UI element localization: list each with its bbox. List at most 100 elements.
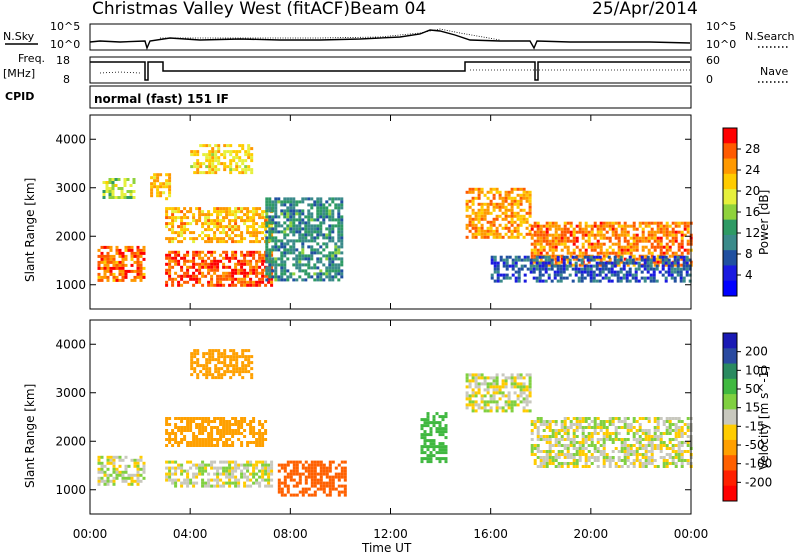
power-cell xyxy=(334,203,338,207)
velocity-cell xyxy=(237,438,241,441)
power-cell xyxy=(530,242,534,246)
velocity-cell xyxy=(213,417,217,420)
velocity-cell xyxy=(118,464,122,468)
power-cell xyxy=(171,250,175,254)
velocity-cell xyxy=(665,429,669,432)
power-cell xyxy=(201,225,205,229)
power-cell xyxy=(551,248,555,252)
velocity-data-layer xyxy=(97,349,693,497)
velocity-cell xyxy=(551,429,555,432)
velocity-cell xyxy=(602,462,606,465)
power-cell xyxy=(477,229,481,233)
power-cell xyxy=(511,273,515,277)
velocity-cell xyxy=(112,461,116,465)
power-cell xyxy=(331,209,335,213)
velocity-cell xyxy=(331,484,335,488)
velocity-cell xyxy=(477,403,481,407)
velocity-cell xyxy=(216,478,220,482)
velocity-cell xyxy=(207,441,211,444)
power-cell xyxy=(328,269,332,273)
velocity-colorbar-label: -50 xyxy=(745,438,765,452)
velocity-cell xyxy=(255,463,259,467)
power-cell xyxy=(616,279,620,283)
velocity-cell xyxy=(246,475,250,479)
power-cell xyxy=(337,215,341,219)
velocity-cell xyxy=(174,460,178,464)
velocity-band xyxy=(190,349,254,380)
power-cell xyxy=(575,230,579,234)
power-cell xyxy=(313,203,317,207)
power-cell xyxy=(598,267,602,271)
power-cell xyxy=(252,210,256,214)
power-cell xyxy=(528,205,532,209)
velocity-cell xyxy=(492,376,496,380)
power-cell xyxy=(331,278,335,282)
power-cell xyxy=(331,260,335,264)
power-cell xyxy=(286,269,290,273)
power-cell xyxy=(334,254,338,258)
power-cell xyxy=(508,264,512,268)
velocity-cell xyxy=(237,432,241,435)
velocity-cell xyxy=(441,457,445,461)
power-cell xyxy=(190,153,194,157)
power-cell xyxy=(529,264,533,268)
power-cell xyxy=(97,254,101,258)
power-cell xyxy=(121,254,125,258)
power-cell xyxy=(667,273,671,277)
velocity-cell xyxy=(551,459,555,462)
velocity-cell xyxy=(674,417,678,420)
velocity-cell xyxy=(225,438,229,441)
power-cell xyxy=(255,268,259,272)
power-cell xyxy=(270,280,274,284)
power-cell xyxy=(286,206,290,210)
velocity-cell xyxy=(590,420,594,423)
power-cell xyxy=(325,206,329,210)
power-cell xyxy=(234,210,238,214)
power-cell xyxy=(578,263,582,267)
power-cell xyxy=(337,278,341,282)
velocity-cell xyxy=(539,459,543,462)
power-colorbar-swatch xyxy=(723,250,737,266)
power-cell xyxy=(261,231,265,235)
velocity-cell xyxy=(228,469,232,473)
power-cell xyxy=(180,216,184,220)
velocity-cell xyxy=(216,466,220,470)
velocity-cell xyxy=(647,450,651,453)
velocity-cell xyxy=(237,423,241,426)
power-cell xyxy=(225,240,229,244)
nave-trace xyxy=(99,69,690,74)
velocity-cell xyxy=(557,450,561,453)
power-cell xyxy=(310,227,314,231)
velocity-cell xyxy=(426,412,430,416)
velocity-cell xyxy=(623,420,627,423)
velocity-cell xyxy=(198,426,202,429)
power-cell xyxy=(665,227,669,231)
velocity-cell xyxy=(127,482,131,486)
power-cell xyxy=(171,283,175,287)
velocity-cell xyxy=(280,481,284,485)
velocity-cell xyxy=(551,420,555,423)
power-cell xyxy=(511,261,515,265)
power-cell xyxy=(480,202,484,206)
power-cell xyxy=(292,242,296,246)
velocity-cell xyxy=(189,423,193,426)
velocity-cell xyxy=(614,417,618,420)
velocity-cell xyxy=(217,376,221,380)
power-cell xyxy=(614,227,618,231)
power-cell xyxy=(532,267,536,271)
power-cell xyxy=(283,269,287,273)
power-cell xyxy=(661,267,665,271)
power-cell xyxy=(165,253,169,257)
power-cell xyxy=(313,248,317,252)
power-cell xyxy=(526,267,530,271)
velocity-cell xyxy=(208,349,212,353)
power-cell xyxy=(150,191,154,195)
velocity-cell xyxy=(602,420,606,423)
velocity-cell xyxy=(680,435,684,438)
power-cell xyxy=(271,248,275,252)
power-cell xyxy=(635,242,639,246)
velocity-cell xyxy=(501,385,505,389)
velocity-cell xyxy=(480,406,484,410)
power-cell xyxy=(216,237,220,241)
power-cell xyxy=(180,222,184,226)
